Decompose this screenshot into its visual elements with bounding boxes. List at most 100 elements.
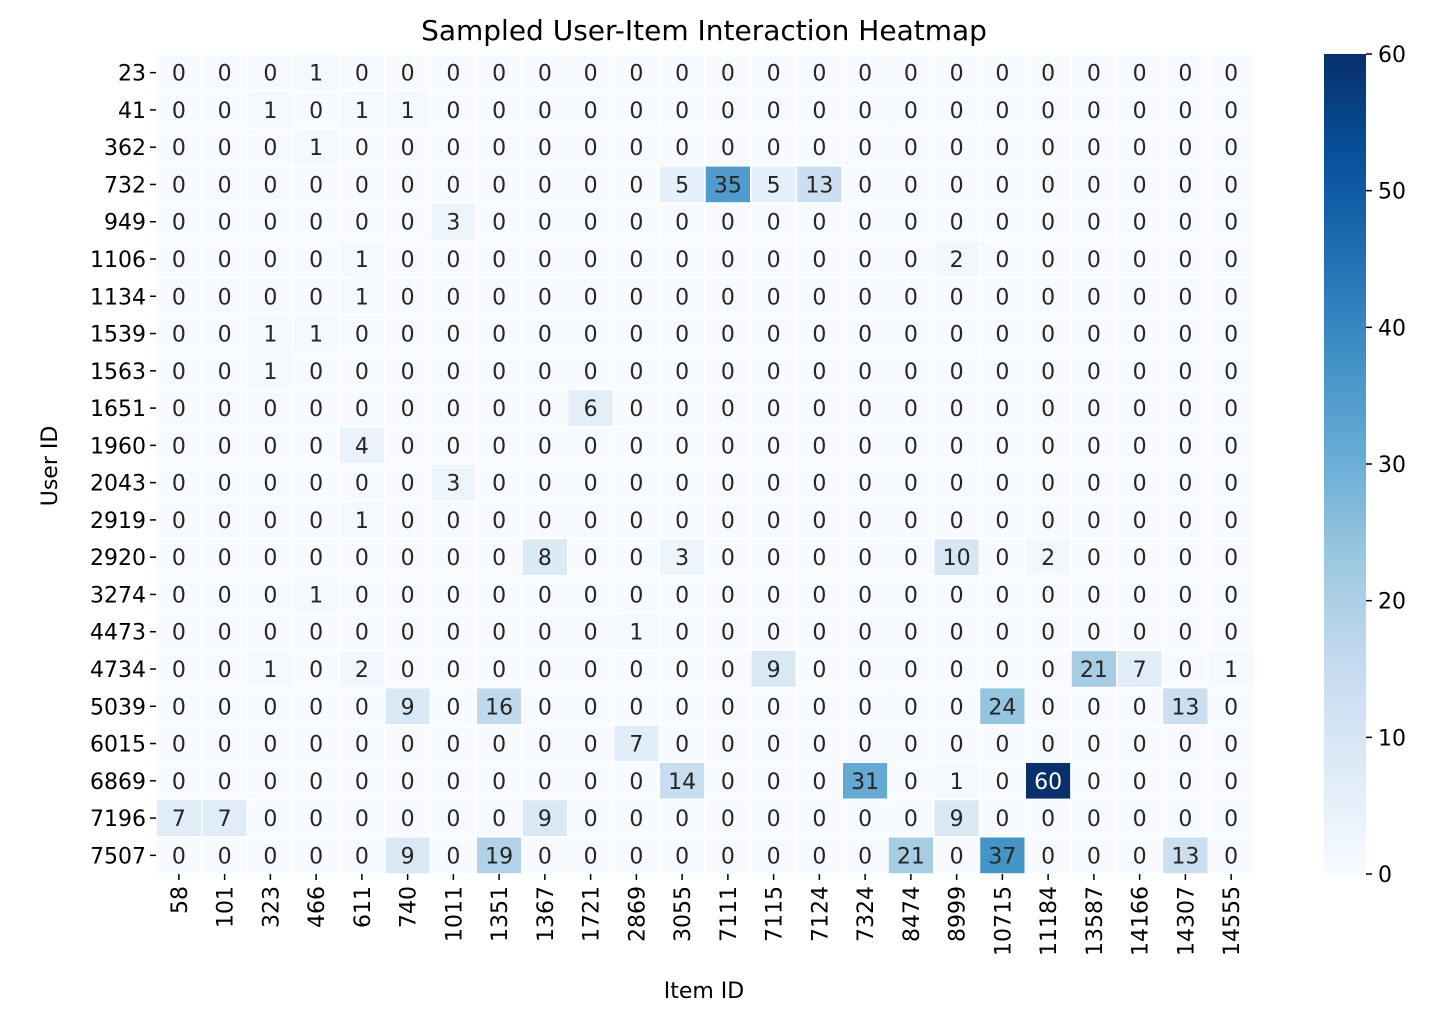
cell-value-label: 0 <box>629 62 643 87</box>
cell-value-label: 0 <box>767 621 781 646</box>
cell-value-label: 0 <box>1133 621 1147 646</box>
heatmap-cell <box>246 388 294 428</box>
cell-value-label: 0 <box>629 695 643 720</box>
cell-value-label: 0 <box>401 62 415 87</box>
cell-value-label: 0 <box>218 323 232 348</box>
cell-value-label: 0 <box>401 360 415 385</box>
heatmap-cell <box>201 724 249 763</box>
heatmap-cell <box>384 239 432 279</box>
x-tick-label: 740 <box>397 886 422 928</box>
heatmap-cell <box>1161 53 1209 93</box>
cell-value-label: 0 <box>263 770 277 795</box>
heatmap-cell <box>429 724 477 763</box>
heatmap-cell <box>475 835 523 875</box>
cell-value-label: 0 <box>172 658 186 683</box>
cell-value-label: 0 <box>629 323 643 348</box>
heatmap-cell <box>1070 761 1118 801</box>
x-tick-label: 7124 <box>808 886 833 942</box>
cell-value-label: 21 <box>897 844 925 869</box>
x-tick-label: 14555 <box>1220 886 1245 956</box>
cell-value-label: 0 <box>1224 621 1238 646</box>
y-tick-label: 5039 <box>90 695 146 720</box>
cell-value-label: 0 <box>767 583 781 608</box>
heatmap-cell <box>567 388 615 428</box>
cell-value-label: 0 <box>767 360 781 385</box>
cell-value-label: 0 <box>1041 807 1055 832</box>
cell-value-label: 37 <box>988 844 1016 869</box>
cell-value-label: 0 <box>812 136 826 161</box>
cell-value-label: 0 <box>950 285 964 310</box>
cell-value-label: 0 <box>721 360 735 385</box>
cell-value-label: 1 <box>309 323 323 348</box>
heatmap-cell <box>201 127 249 167</box>
heatmap-cell <box>612 761 660 801</box>
cell-value-label: 0 <box>904 211 918 236</box>
cell-value-label: 0 <box>309 285 323 310</box>
heatmap-cell <box>1116 500 1164 540</box>
cell-value-label: 0 <box>629 173 643 198</box>
cell-value-label: 0 <box>721 807 735 832</box>
cell-value-label: 0 <box>172 136 186 161</box>
heatmap-cell <box>933 575 981 614</box>
cell-value-label: 0 <box>812 733 826 758</box>
heatmap-cell <box>292 276 340 316</box>
cell-value-label: 0 <box>1041 62 1055 87</box>
y-tick-label: 23 <box>118 62 146 87</box>
cell-value-label: 0 <box>1087 248 1101 273</box>
colorbar: 0 10 20 30 40 50 60 <box>1324 43 1406 888</box>
heatmap-cell <box>1024 835 1072 875</box>
cell-value-label: 0 <box>995 173 1009 198</box>
cell-value-label: 0 <box>675 62 689 87</box>
cell-value-label: 0 <box>401 546 415 571</box>
heatmap-cell <box>1070 314 1118 353</box>
cell-value-label: 0 <box>995 770 1009 795</box>
y-tick-label: 949 <box>104 211 146 236</box>
heatmap-cell <box>978 165 1026 204</box>
cell-value-label: 0 <box>950 62 964 87</box>
cell-value-label: 0 <box>1224 99 1238 124</box>
cell-value-label: 0 <box>1133 733 1147 758</box>
cell-value-label: 0 <box>1224 807 1238 832</box>
cell-value-label: 0 <box>172 621 186 646</box>
cell-value-label: 0 <box>904 472 918 497</box>
heatmap-cell <box>978 53 1026 93</box>
cell-value-label: 0 <box>1178 62 1192 87</box>
cell-value-label: 0 <box>1087 62 1101 87</box>
cell-value-label: 0 <box>446 695 460 720</box>
heatmap-cell <box>1207 798 1255 838</box>
heatmap-cell <box>1116 724 1164 763</box>
heatmap-cell <box>1070 90 1118 130</box>
cell-value-label: 0 <box>1087 211 1101 236</box>
cell-value-label: 0 <box>995 621 1009 646</box>
heatmap-cell <box>1207 90 1255 130</box>
heatmap-cell <box>704 127 752 167</box>
cell-value-label: 0 <box>1041 248 1055 273</box>
heatmap-cell <box>338 388 386 428</box>
heatmap-cell <box>1207 724 1255 763</box>
cell-value-label: 0 <box>309 173 323 198</box>
heatmap-cell <box>978 724 1026 763</box>
y-tick-label: 41 <box>118 99 146 124</box>
y-tick-label: 1106 <box>90 248 146 273</box>
cell-value-label: 0 <box>492 472 506 497</box>
cell-value-label: 0 <box>1041 434 1055 459</box>
cell-value-label: 0 <box>1133 323 1147 348</box>
cell-value-label: 0 <box>904 807 918 832</box>
heatmap-cell <box>521 239 569 279</box>
cell-value-label: 0 <box>721 583 735 608</box>
cell-value-label: 0 <box>1224 211 1238 236</box>
cell-value-label: 0 <box>1133 136 1147 161</box>
cell-value-label: 0 <box>812 807 826 832</box>
cell-value-label: 0 <box>172 323 186 348</box>
y-tick-label: 7196 <box>90 807 146 832</box>
heatmap-cell <box>246 537 294 577</box>
heatmap-cell <box>1024 463 1072 503</box>
cell-value-label: 0 <box>172 434 186 459</box>
heatmap-cell <box>978 314 1026 353</box>
cell-value-label: 0 <box>675 472 689 497</box>
cell-value-label: 0 <box>1224 770 1238 795</box>
cell-value-label: 3 <box>675 546 689 571</box>
cell-value-label: 8 <box>538 546 552 571</box>
cell-value-label: 1 <box>950 770 964 795</box>
cell-value-label: 0 <box>767 695 781 720</box>
